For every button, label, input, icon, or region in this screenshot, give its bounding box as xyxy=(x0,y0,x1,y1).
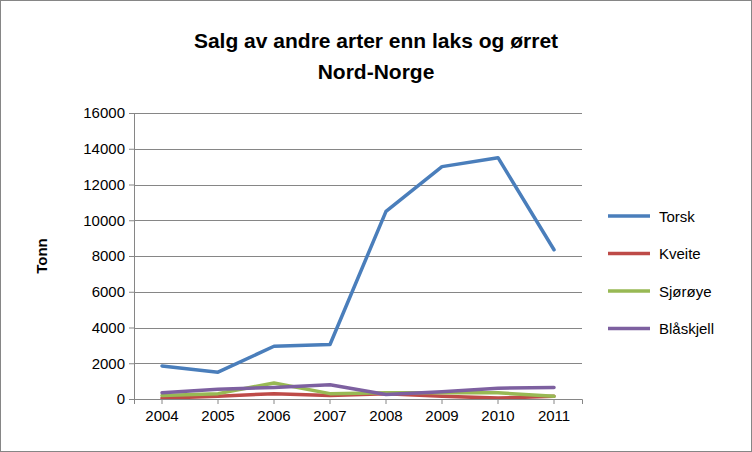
y-axis-line xyxy=(129,114,135,400)
x-tick: 2009 xyxy=(425,399,458,424)
grid-line xyxy=(134,149,582,150)
x-tick: 2008 xyxy=(369,399,402,424)
x-tick-mark xyxy=(498,399,499,404)
y-tick-label: 16000 xyxy=(83,104,125,121)
x-axis-line xyxy=(135,400,583,405)
legend-label: Blåskjell xyxy=(659,320,714,337)
legend-swatch xyxy=(608,252,650,256)
x-tick-label: 2009 xyxy=(425,407,458,424)
x-tick: 2010 xyxy=(481,399,514,424)
grid-line xyxy=(134,256,582,257)
y-tick-label: 6000 xyxy=(92,283,125,300)
y-tick-mark xyxy=(129,292,134,293)
x-tick: 2011 xyxy=(538,399,570,424)
y-tick-label: 12000 xyxy=(83,176,125,193)
y-tick: 2000 xyxy=(92,355,134,372)
grid-line xyxy=(134,113,582,114)
y-tick-mark xyxy=(129,149,134,150)
x-tick-mark xyxy=(442,399,443,404)
chart-title: Salg av andre arter enn laks og ørret xyxy=(194,29,558,52)
chart-container: Salg av andre arter enn laks og ørret Nor… xyxy=(0,0,752,452)
x-axis: 2004 2005 2006 2007 2008 2009 2010 2011 xyxy=(135,399,583,424)
chart-border xyxy=(1,1,752,452)
x-tick-label: 2005 xyxy=(201,407,234,424)
grid xyxy=(134,114,582,400)
series-line xyxy=(162,158,554,372)
y-tick-label: 14000 xyxy=(83,140,125,157)
series-line xyxy=(162,385,554,395)
x-tick-mark xyxy=(162,399,163,404)
chart-subtitle: Nord-Norge xyxy=(318,60,435,83)
grid-line xyxy=(134,328,582,329)
legend: Torsk Kveite Sjørøye Blåskjell xyxy=(608,208,714,338)
y-tick: 14000 xyxy=(83,140,134,157)
y-tick-label: 10000 xyxy=(83,212,125,229)
x-tick-label: 2008 xyxy=(369,407,402,424)
legend-label: Torsk xyxy=(659,208,695,225)
legend-label: Kveite xyxy=(659,245,701,262)
y-axis: 0 2000 4000 6000 8000 10000 12000 14000 16000 xyxy=(83,104,134,407)
x-tick-label: 2011 xyxy=(538,407,570,424)
y-tick-mark xyxy=(129,328,134,329)
x-tick-mark xyxy=(274,399,275,404)
y-axis-title: Tonn xyxy=(33,238,50,274)
x-tick: 2007 xyxy=(313,399,346,424)
legend-label: Sjørøye xyxy=(659,283,712,300)
y-tick-label: 2000 xyxy=(92,355,125,372)
y-tick-mark xyxy=(129,113,134,114)
y-tick-mark xyxy=(129,185,134,186)
x-tick: 2004 xyxy=(145,399,178,424)
grid-line xyxy=(134,292,582,293)
x-tick-label: 2007 xyxy=(313,407,346,424)
y-tick-mark xyxy=(129,363,134,364)
y-tick-mark xyxy=(129,256,134,257)
x-tick-mark xyxy=(330,399,331,404)
x-tick-label: 2006 xyxy=(257,407,290,424)
y-tick-mark xyxy=(129,399,134,400)
grid-line xyxy=(134,220,582,221)
x-tick-label: 2010 xyxy=(481,407,514,424)
x-tick: 2006 xyxy=(257,399,290,424)
x-tick-label: 2004 xyxy=(145,407,178,424)
legend-swatch xyxy=(608,289,650,293)
grid-line xyxy=(134,363,582,364)
x-tick-mark xyxy=(554,399,555,404)
x-tick-mark xyxy=(386,399,387,404)
y-tick: 10000 xyxy=(83,212,134,229)
y-tick-label: 0 xyxy=(117,390,125,407)
x-tick-mark xyxy=(218,399,219,404)
y-tick-label: 8000 xyxy=(92,247,125,264)
y-tick: 6000 xyxy=(92,283,134,300)
y-tick: 12000 xyxy=(83,176,134,193)
legend-swatch xyxy=(608,214,650,218)
y-tick: 4000 xyxy=(92,319,134,336)
series-line xyxy=(162,383,554,396)
y-tick: 8000 xyxy=(92,247,134,264)
y-tick: 16000 xyxy=(83,104,134,121)
y-tick-mark xyxy=(129,220,134,221)
x-tick: 2005 xyxy=(201,399,234,424)
y-tick: 0 xyxy=(117,390,134,407)
chart-svg: Salg av andre arter enn laks og ørret Nor… xyxy=(0,0,752,452)
plot-marks xyxy=(162,158,554,398)
legend-swatch xyxy=(608,327,650,331)
y-tick-label: 4000 xyxy=(92,319,125,336)
